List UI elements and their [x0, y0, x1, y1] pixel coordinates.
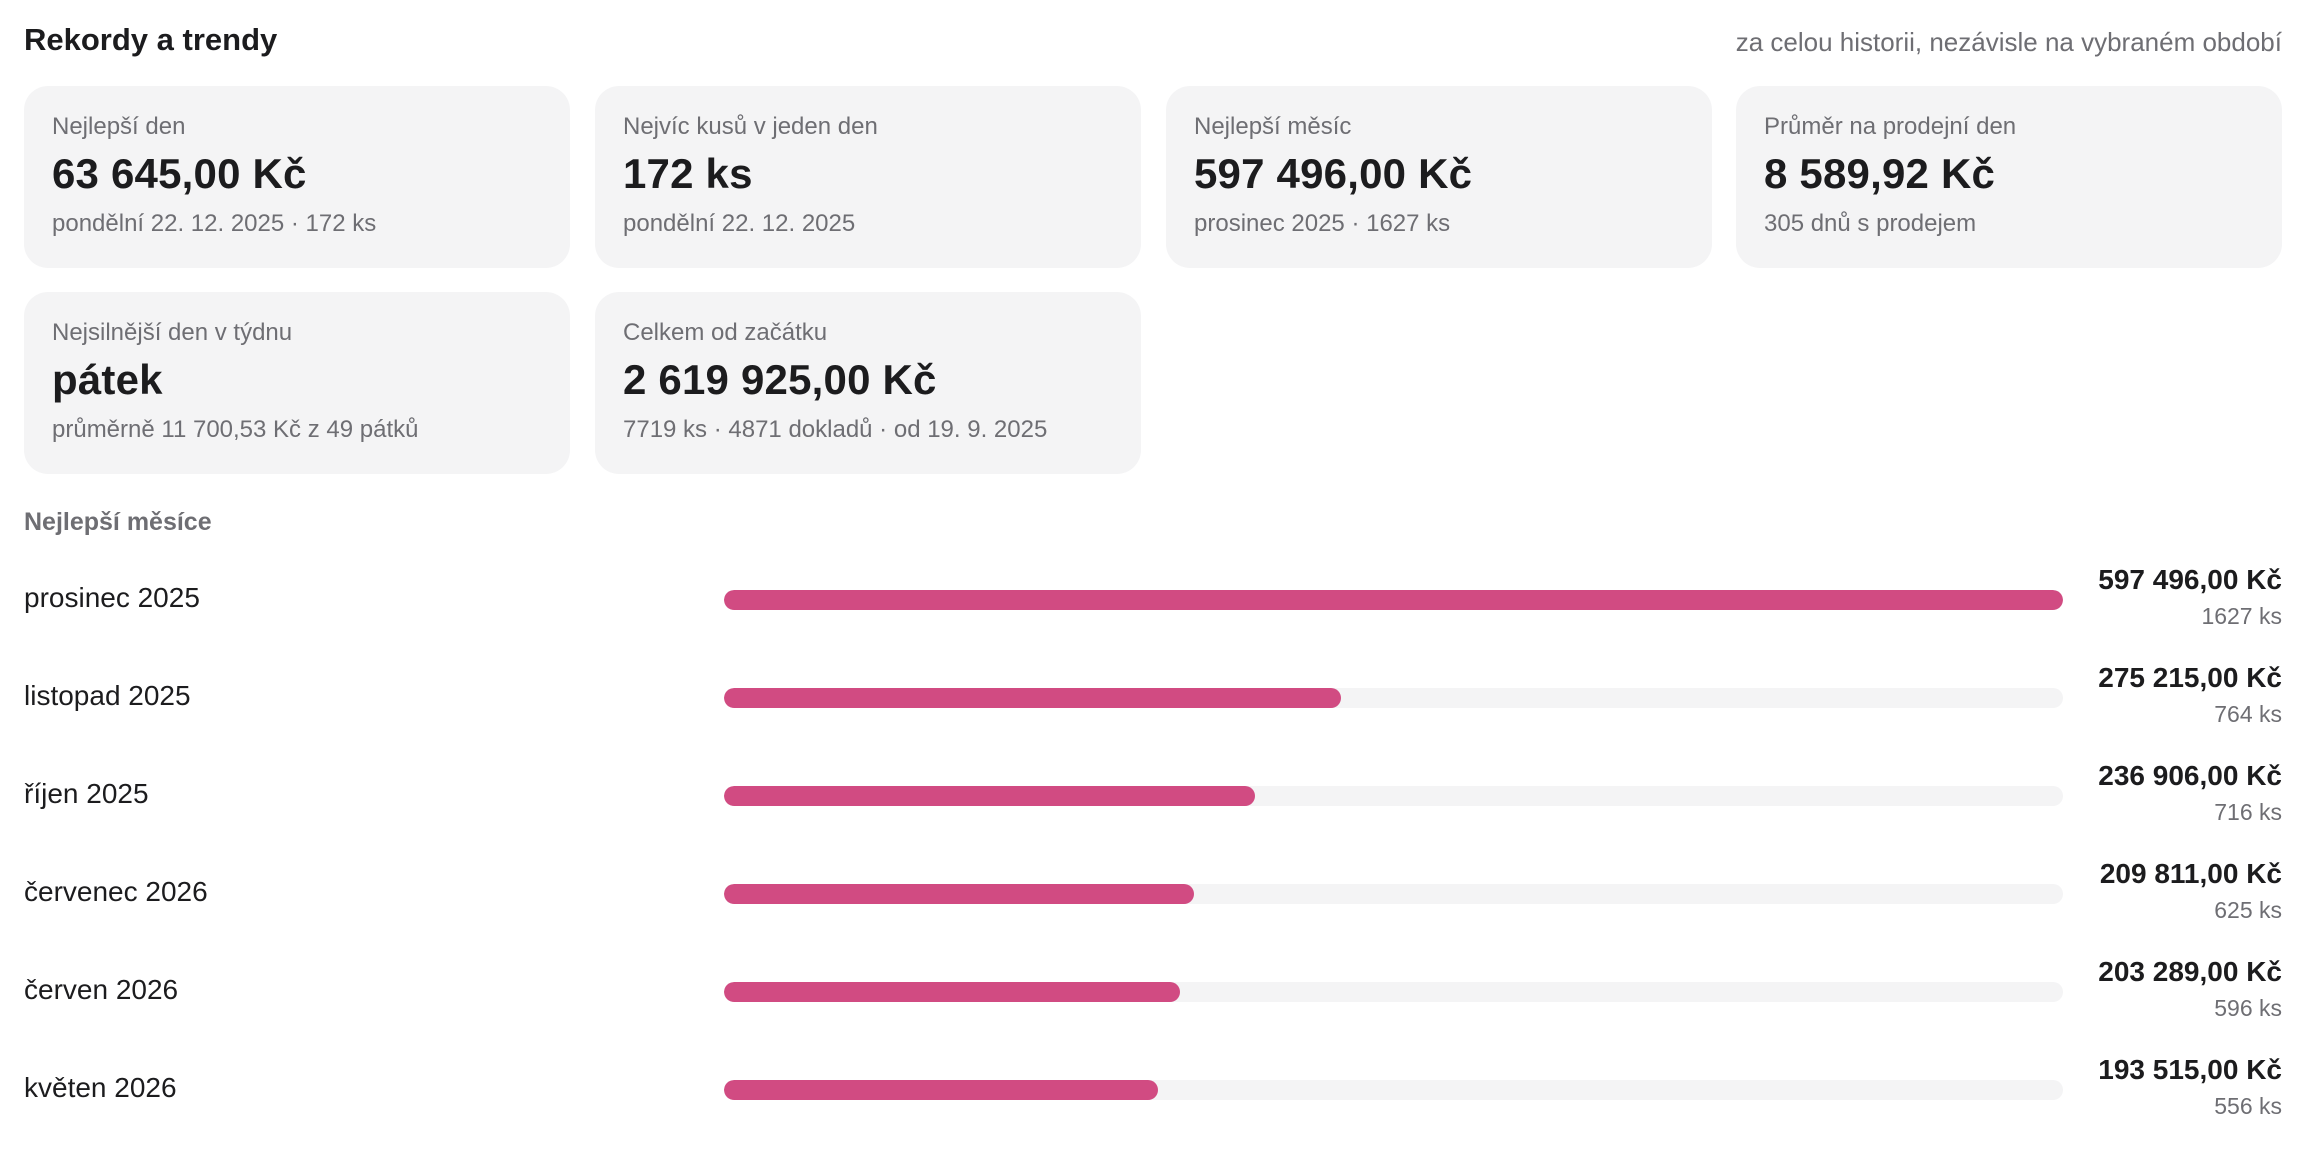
- stat-card-label: Nejvíc kusů v jeden den: [623, 113, 878, 140]
- month-amount: 275 215,00 Kč: [2098, 662, 2282, 693]
- bar-track: [724, 884, 2063, 904]
- stat-card-label: Celkem od začátku: [623, 319, 828, 346]
- stat-card-detail: pondělní 22. 12. 2025: [623, 210, 856, 237]
- month-label: říjen 2025: [24, 778, 149, 809]
- stat-card-detail: prosinec 2025 · 1627 ks: [1194, 210, 1451, 237]
- month-quantity: 556 ks: [2214, 1093, 2282, 1119]
- month-label: červenec 2026: [24, 876, 208, 907]
- stat-card-value: 2 619 925,00 Kč: [623, 356, 937, 403]
- panel-title: Rekordy a trendy: [24, 22, 278, 57]
- bar-fill: [724, 590, 2063, 610]
- month-label: prosinec 2025: [24, 582, 200, 613]
- stat-card-label: Nejsilnější den v týdnu: [52, 319, 293, 346]
- month-quantity: 596 ks: [2214, 995, 2282, 1021]
- best-months-title: Nejlepší měsíce: [24, 508, 212, 536]
- month-label: listopad 2025: [24, 680, 191, 711]
- month-quantity: 764 ks: [2214, 701, 2282, 727]
- month-amount: 236 906,00 Kč: [2098, 760, 2282, 791]
- stat-card-strongest-weekday: Nejsilnější den v týdnu pátek průměrně 1…: [24, 292, 570, 474]
- stat-card-label: Průměr na prodejní den: [1764, 113, 2017, 140]
- bar-track: [724, 590, 2063, 610]
- month-amount: 597 496,00 Kč: [2098, 564, 2282, 595]
- month-quantity: 625 ks: [2214, 897, 2282, 923]
- bar-track: [724, 786, 2063, 806]
- panel-header: Rekordy a trendy za celou historii, nezá…: [24, 0, 2282, 86]
- best-month-row: říjen 2025 236 906,00 Kč 716 ks: [24, 756, 2282, 834]
- month-amount: 193 515,00 Kč: [2098, 1054, 2282, 1085]
- stat-card-label: Nejlepší měsíc: [1194, 113, 1352, 140]
- bar-fill: [724, 1080, 1158, 1100]
- stat-card-detail: 7719 ks · 4871 dokladů · od 19. 9. 2025: [623, 416, 1048, 443]
- best-month-row: prosinec 2025 597 496,00 Kč 1627 ks: [24, 560, 2282, 638]
- best-month-row: květen 2026 193 515,00 Kč 556 ks: [24, 1050, 2282, 1128]
- month-quantity: 716 ks: [2214, 799, 2282, 825]
- bar-track: [724, 982, 2063, 1002]
- stat-card-average-per-day: Průměr na prodejní den 8 589,92 Kč 305 d…: [1736, 86, 2282, 268]
- bar-track: [724, 688, 2063, 708]
- stat-card-value: 8 589,92 Kč: [1764, 150, 1996, 197]
- stat-card-detail: průměrně 11 700,53 Kč z 49 pátků: [52, 416, 419, 443]
- best-month-row: červen 2026 203 289,00 Kč 596 ks: [24, 952, 2282, 1030]
- bar-fill: [724, 688, 1341, 708]
- bar-fill: [724, 884, 1195, 904]
- best-month-row: listopad 2025 275 215,00 Kč 764 ks: [24, 658, 2282, 736]
- month-quantity: 1627 ks: [2201, 603, 2282, 629]
- bar-fill: [724, 982, 1180, 1002]
- month-amount: 203 289,00 Kč: [2098, 956, 2282, 987]
- stat-card-label: Nejlepší den: [52, 113, 186, 140]
- month-label: květen 2026: [24, 1072, 177, 1103]
- month-label: červen 2026: [24, 974, 179, 1005]
- panel-subtitle: za celou historii, nezávisle na vybraném…: [1735, 27, 2282, 57]
- month-amount: 209 811,00 Kč: [2099, 858, 2282, 889]
- stat-card-value: pátek: [52, 356, 163, 403]
- stat-card-detail: pondělní 22. 12. 2025 · 172 ks: [52, 210, 377, 237]
- stat-card-value: 63 645,00 Kč: [52, 150, 307, 197]
- stat-card-most-items-day: Nejvíc kusů v jeden den 172 ks pondělní …: [595, 86, 1141, 268]
- stat-card-total-since-start: Celkem od začátku 2 619 925,00 Kč 7719 k…: [595, 292, 1141, 474]
- stat-cards: Nejlepší den 63 645,00 Kč pondělní 22. 1…: [24, 86, 2282, 476]
- stat-card-best-month: Nejlepší měsíc 597 496,00 Kč prosinec 20…: [1166, 86, 1712, 268]
- stat-card-best-day: Nejlepší den 63 645,00 Kč pondělní 22. 1…: [24, 86, 570, 268]
- stat-card-value: 597 496,00 Kč: [1194, 150, 1473, 197]
- bar-track: [724, 1080, 2063, 1100]
- records-and-trends-panel: Rekordy a trendy za celou historii, nezá…: [24, 0, 2282, 1119]
- stat-card-detail: 305 dnů s prodejem: [1764, 210, 1977, 237]
- stat-card-value: 172 ks: [623, 150, 753, 197]
- best-month-row: červenec 2026 209 811,00 Kč 625 ks: [24, 854, 2282, 932]
- bar-fill: [724, 786, 1255, 806]
